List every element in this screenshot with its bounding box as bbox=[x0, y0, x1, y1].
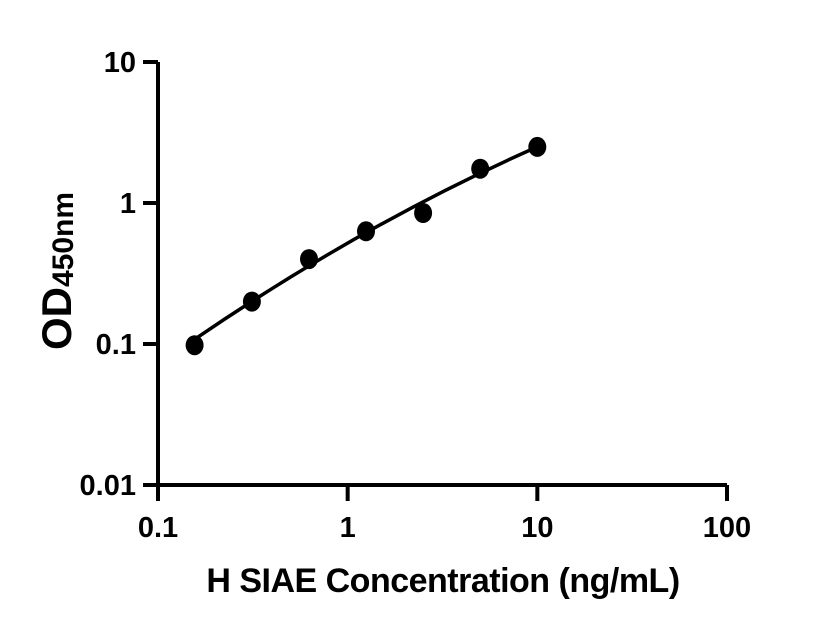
y-tick-label: 10 bbox=[104, 47, 136, 79]
data-point bbox=[471, 158, 490, 179]
y-tick-label: 1 bbox=[120, 188, 136, 220]
data-points-layer bbox=[185, 136, 547, 356]
x-tick-label: 0.1 bbox=[138, 512, 178, 544]
x-tick-label: 1 bbox=[340, 512, 356, 544]
x-tick-label: 100 bbox=[703, 512, 751, 544]
data-point bbox=[300, 249, 318, 270]
data-point bbox=[357, 221, 375, 242]
y-tick-label: 0.1 bbox=[96, 329, 136, 361]
x-axis-title: H SIAE Concentration (ng/mL) bbox=[206, 562, 679, 600]
data-point bbox=[414, 203, 433, 223]
y-tick-label: 0.01 bbox=[80, 470, 136, 502]
data-point bbox=[242, 291, 261, 312]
axis-spines bbox=[156, 62, 727, 487]
x-tick-label: 10 bbox=[521, 512, 553, 544]
data-point bbox=[528, 136, 547, 157]
y-axis-title: OD450nm bbox=[33, 192, 80, 350]
y-axis-title-main: OD bbox=[33, 287, 80, 350]
y-axis-title-subscript: 450nm bbox=[47, 192, 80, 287]
data-point bbox=[185, 335, 204, 356]
